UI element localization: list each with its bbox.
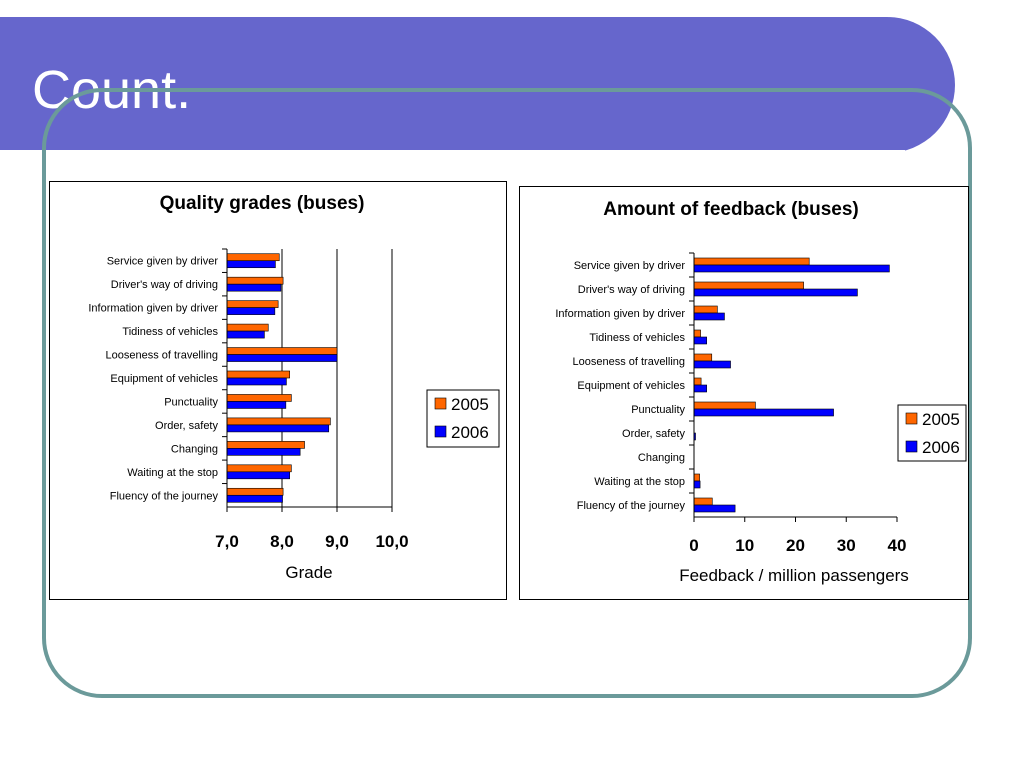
slide-frame [42, 88, 972, 698]
chart1-bar-2005 [226, 323, 269, 332]
chart2-category-label: Punctuality [631, 404, 685, 416]
chart1-legend-label-2005: 2005 [451, 395, 489, 414]
chart2-legend-swatch-2005 [905, 412, 918, 425]
chart2-bar-2005 [693, 401, 756, 410]
chart1-category-label: Service given by driver [107, 256, 219, 268]
feedback-amount-chart-svg: Amount of feedback (buses) 0 10 20 30 40 Servi… [555, 199, 967, 585]
chart1-bar-2005 [226, 417, 331, 426]
chart2-x-tick-label: 0 [689, 536, 698, 555]
quality-grades-chart: Quality grades (buses) 7,0 8,0 9,0 10,0 Servi… [49, 181, 507, 600]
chart1-bar-2006 [226, 377, 287, 386]
chart1-bar-2006 [226, 448, 301, 456]
chart1-bar-2006 [226, 471, 291, 480]
chart1-title: Quality grades (buses) [160, 193, 365, 214]
chart1-bar-2006 [226, 260, 276, 269]
chart2-bar-2005 [693, 305, 718, 314]
chart2-x-tick-label: 40 [888, 536, 907, 555]
chart1-category-label: Tidiness of vehicles [122, 326, 218, 338]
chart1-bar-2006 [226, 401, 287, 409]
title-bar: Count. [0, 17, 955, 154]
chart1-bar-2005 [226, 347, 338, 355]
chart2-legend-label-2005: 2005 [922, 410, 960, 429]
chart1-category-label: Looseness of travelling [105, 350, 218, 362]
chart2-bar-2005 [693, 497, 713, 506]
chart2-bar-2005 [693, 353, 713, 362]
chart1-bar-2005 [226, 253, 280, 262]
chart2-category-label: Order, safety [622, 428, 685, 440]
chart2-bar-2005 [693, 329, 701, 338]
chart2-bar-2006 [693, 288, 858, 297]
chart2-x-axis-title: Feedback / million passengers [679, 566, 909, 585]
chart2-bar-2006 [693, 408, 834, 417]
chart1-bar-2006 [226, 354, 338, 362]
chart2-category-label: Driver's way of driving [578, 284, 685, 296]
title-underline [0, 150, 905, 154]
chart2-category-label: Waiting at the stop [594, 476, 685, 488]
chart1-category-label: Fluency of the journey [110, 490, 219, 502]
chart1-bar-2006 [226, 330, 265, 339]
chart1-bar-2005 [226, 276, 284, 285]
chart2-category-label: Service given by driver [574, 260, 686, 272]
chart2-category-label: Information given by driver [555, 308, 685, 320]
chart2-x-tick-label: 10 [735, 536, 754, 555]
chart1-x-tick-label: 10,0 [375, 532, 408, 551]
chart1-category-label: Waiting at the stop [127, 467, 218, 479]
chart2-category-label: Equipment of vehicles [577, 380, 685, 392]
chart2-bar-2006 [693, 312, 725, 321]
chart2-category-label: Looseness of travelling [572, 356, 685, 368]
chart1-x-tick-label: 7,0 [215, 532, 239, 551]
chart2-title: Amount of feedback (buses) [603, 199, 858, 220]
chart2-category-label: Changing [638, 452, 685, 464]
chart2-bar-2006 [693, 264, 890, 273]
chart1-category-label: Driver's way of driving [111, 279, 218, 291]
chart1-bar-2006 [226, 307, 276, 315]
chart2-bar-2006 [693, 480, 701, 489]
chart2-category-label: Fluency of the journey [577, 500, 686, 512]
chart2-bar-2006 [693, 336, 707, 345]
chart1-x-axis-title: Grade [285, 563, 332, 582]
chart1-category-label: Changing [171, 443, 218, 455]
chart2-bar-2005 [693, 473, 700, 482]
chart1-bar-2005 [226, 441, 305, 449]
chart2-legend-swatch-2006 [905, 440, 918, 453]
chart1-bar-2006 [226, 424, 330, 433]
chart2-bar-2006 [693, 360, 731, 369]
chart2-bar-2006 [693, 384, 707, 393]
chart1-category-label: Information given by driver [88, 303, 218, 315]
chart2-legend-label-2006: 2006 [922, 438, 960, 457]
chart2-bar-2005 [693, 281, 804, 290]
chart1-bar-2005 [226, 394, 292, 402]
chart2-bar-2005 [693, 377, 702, 386]
chart2-x-tick-label: 30 [837, 536, 856, 555]
chart2-bar-2006 [693, 504, 736, 513]
chart1-category-label: Equipment of vehicles [110, 373, 218, 385]
chart1-bar-2005 [226, 300, 279, 308]
chart1-bar-2005 [226, 464, 292, 473]
feedback-amount-chart: Amount of feedback (buses) 0 10 20 30 40 Servi… [519, 186, 969, 600]
chart1-bar-2005 [226, 487, 284, 496]
quality-grades-chart-svg: Quality grades (buses) 7,0 8,0 9,0 10,0 Servi… [88, 193, 500, 582]
chart1-bar-2005 [226, 370, 291, 379]
chart1-category-label: Order, safety [155, 420, 218, 432]
chart1-bar-2006 [226, 283, 282, 292]
chart1-bar-2006 [226, 494, 283, 503]
chart2-category-label: Tidiness of vehicles [589, 332, 685, 344]
chart1-x-tick-label: 8,0 [270, 532, 294, 551]
chart1-category-label: Punctuality [164, 396, 218, 408]
chart2-bar-2005 [693, 257, 810, 266]
chart1-legend-label-2006: 2006 [451, 423, 489, 442]
chart2-x-tick-label: 20 [786, 536, 805, 555]
chart1-legend-swatch-2006 [434, 425, 447, 438]
chart1-legend-swatch-2005 [434, 397, 447, 410]
chart1-x-tick-label: 9,0 [325, 532, 349, 551]
